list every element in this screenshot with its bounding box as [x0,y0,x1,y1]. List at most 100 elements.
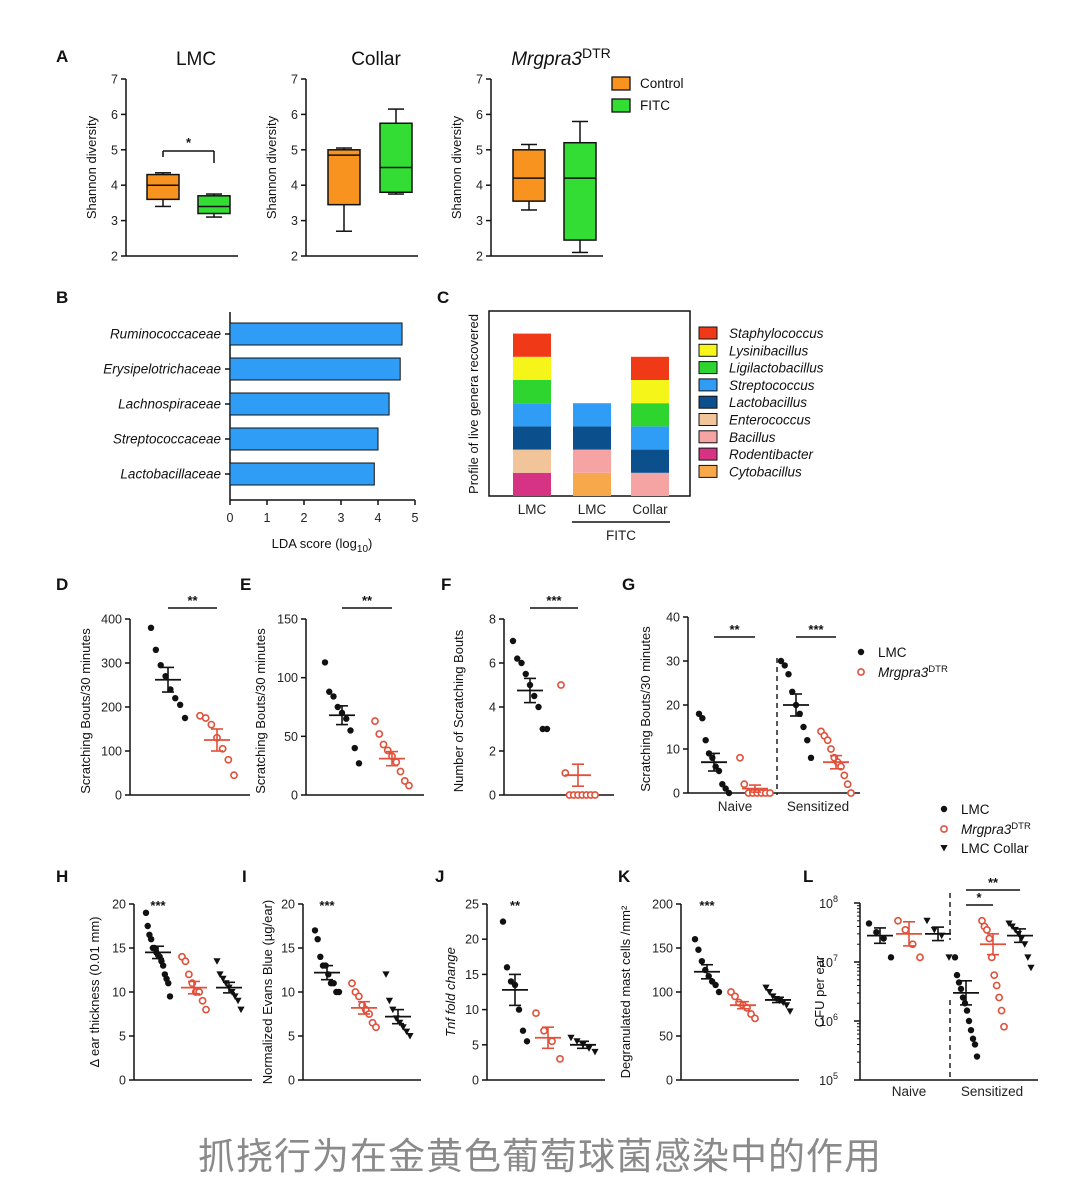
data-point-tri [231,993,239,1000]
box-fitc [379,122,413,194]
panel-l-y-tick-exp: 6 [833,1012,838,1022]
box-control [146,173,180,201]
data-point-lmc [781,662,788,669]
panel-k-y-label: Degranulated mast cells /mm² [618,905,633,1078]
panel-l-category-sensitized: Sensitized [961,1084,1023,1099]
panel-letter-c: C [437,288,449,307]
panel-g-y-tick-label: 30 [666,655,680,669]
stack-segment-streptococcus [573,403,611,427]
panel-l-y-tick-exp: 7 [833,953,838,963]
lda-bar [229,462,375,486]
panel-f-y-label: Number of Scratching Bouts [451,629,466,792]
panel-a3-y-tick-label: 4 [476,179,483,193]
panel-h-y-tick-label: 20 [112,898,126,912]
panel-b-category-label: Lachnospiraceae [118,397,221,412]
panel-j-y-tick-label: 0 [472,1074,479,1088]
panel-f-y-tick-label: 8 [489,613,496,627]
panel-i-y-tick-label: 5 [288,1030,295,1044]
data-point-lmc [159,962,167,969]
lda-bar [229,357,401,381]
panel-a2-title: Collar [351,49,401,70]
panel-i-y-label: Normalized Evans Blue (µg/ear) [260,900,275,1085]
data-point-lmc [695,710,703,717]
data-point-lmc [326,688,333,695]
panel-a3-y-tick-label: 7 [476,73,483,87]
sig-marker: ** [988,875,999,890]
panel-c-y-label: Profile of live genera recovered [466,314,481,494]
data-point-lmc [181,714,189,722]
data-point-tri [402,1028,411,1036]
legend-label-control: Control [640,76,684,91]
data-point-mrg [201,714,210,722]
data-point-tri [923,917,931,925]
panel-g-category-naive: Naive [718,799,753,814]
data-point-mrg [751,1014,759,1023]
data-point-lmc [777,657,785,665]
panel-e-y-tick-label: 0 [291,789,298,803]
legend-swatch-genus [698,326,718,340]
legend-label-genus: Staphylococcus [729,326,824,341]
panel-b-x-tick-label: 0 [227,511,234,525]
sig-marker: *** [808,622,824,637]
data-point-lmc [698,958,706,965]
legend-swatch-genus [698,395,718,409]
data-point-mrg [985,934,994,943]
sig-marker: * [186,135,192,150]
data-point-lmc [166,993,174,1000]
data-point-mrg [982,925,991,934]
panel-g-y-tick-label: 0 [673,787,680,801]
panel-a2-y-tick-label: 4 [291,179,298,193]
data-point-lmc [503,964,511,971]
panel-c-category-label: Collar [632,502,668,517]
data-point-lmc [172,695,179,702]
panel-f-y-tick-label: 2 [489,745,496,759]
panel-a3-y-tick-label: 5 [476,143,483,157]
data-point-tri [1024,954,1032,961]
panel-letter-b: B [56,288,68,307]
data-point-tri [213,958,221,965]
data-point-lmc [722,785,729,792]
figure-caption: 抓挠行为在金黄色葡萄球菌感染中的作用 [198,1135,882,1178]
panel-a1-y-tick-label: 5 [111,143,118,157]
panel-a3-y-tick-label: 3 [476,214,483,228]
stack-segment-lactobacillus [513,426,551,450]
panel-letter-k: K [618,867,631,886]
data-point-lmc [335,988,343,996]
panel-j-y-tick-label: 20 [465,933,479,947]
legend-swatch-control [611,76,631,91]
data-point-lmc [865,920,873,927]
stack-segment-lactobacillus [573,426,611,450]
panel-a2-y-label: Shannon diversity [264,115,279,219]
legend-label-genus: Lysinibacillus [729,343,809,358]
panel-letter-i: I [242,867,247,886]
panel-letter-a: A [56,47,68,66]
data-point-lmc [317,953,324,960]
data-point-lmc [702,737,709,744]
data-point-mrg [532,1009,540,1018]
panel-a2-y-tick-label: 2 [291,250,298,264]
box-control [512,149,546,202]
stack-segment-cytobacillus [573,472,611,496]
data-point-mrg [383,746,392,755]
sig-marker: ** [510,898,521,913]
panel-a3-y-tick-label: 6 [476,108,483,122]
panel-a1-y-label: Shannon diversity [84,115,99,219]
data-point-lmc [518,659,525,667]
panel-b-x-label-sub: 10 [357,544,369,555]
panel-i-y-tick-label: 15 [281,942,295,956]
panel-letter-j: J [435,867,444,886]
panel-a2-y-tick-label: 5 [291,143,298,157]
data-point-lmc [522,670,529,678]
data-point-mrg [847,789,855,797]
data-point-lmc [330,980,337,987]
stack-segment-ligilactobacillus [513,380,551,404]
panel-j-y-tick-label: 5 [472,1038,479,1052]
data-point-lmc [973,1053,981,1060]
data-point-lmc [880,935,887,942]
panel-b-category-label: Erysipelotrichaceae [103,362,221,377]
data-point-mrg [198,996,207,1005]
sig-marker: *** [546,593,562,608]
panel-l-y-label: CFU per ear [812,955,827,1027]
data-point-lmc [725,789,733,797]
data-point-tri [762,984,770,992]
